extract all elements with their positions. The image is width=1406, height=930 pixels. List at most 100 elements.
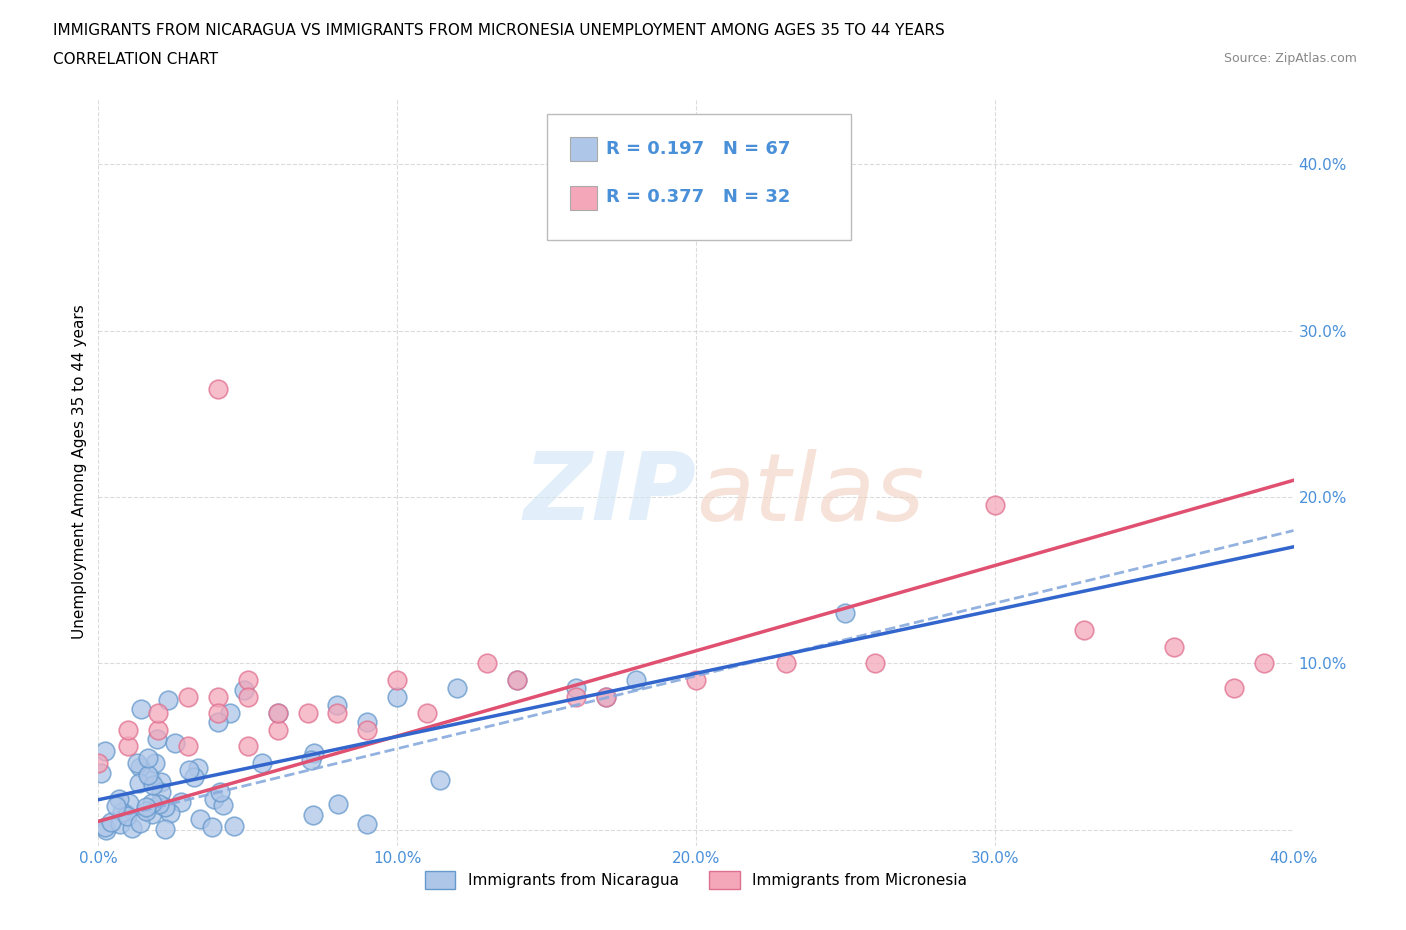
Point xyxy=(183,770,205,785)
Point xyxy=(94,822,117,837)
Point xyxy=(640,149,662,164)
Point xyxy=(148,706,170,721)
Point xyxy=(416,706,439,721)
Point xyxy=(834,606,856,621)
Point xyxy=(128,776,150,790)
Point xyxy=(201,819,224,834)
Point xyxy=(117,809,139,824)
Point xyxy=(224,818,246,833)
Point xyxy=(302,807,325,822)
Point xyxy=(865,656,887,671)
Point xyxy=(506,672,529,687)
Point xyxy=(156,693,179,708)
Point xyxy=(299,752,322,767)
Point xyxy=(202,791,225,806)
Point xyxy=(94,820,117,835)
Point xyxy=(267,706,290,721)
Point xyxy=(142,777,165,792)
Point xyxy=(1223,681,1246,696)
Point xyxy=(326,706,349,721)
FancyBboxPatch shape xyxy=(571,138,596,161)
Point xyxy=(136,768,159,783)
Point xyxy=(207,714,229,729)
Point xyxy=(87,756,110,771)
Point xyxy=(139,771,162,786)
Point xyxy=(211,798,233,813)
Text: R = 0.197   N = 67: R = 0.197 N = 67 xyxy=(606,140,790,157)
Point xyxy=(145,731,167,746)
Point xyxy=(207,381,229,396)
Point xyxy=(506,672,529,687)
Point xyxy=(117,723,139,737)
Point xyxy=(100,815,122,830)
Point xyxy=(118,796,141,811)
Point xyxy=(129,760,152,775)
Text: CORRELATION CHART: CORRELATION CHART xyxy=(53,52,218,67)
Point xyxy=(356,714,378,729)
Text: R = 0.377   N = 32: R = 0.377 N = 32 xyxy=(606,188,790,206)
Point xyxy=(135,800,157,815)
Text: atlas: atlas xyxy=(696,449,924,540)
Point xyxy=(90,766,112,781)
Point xyxy=(208,784,231,799)
Point xyxy=(127,756,149,771)
Point xyxy=(131,701,153,716)
Point xyxy=(1073,622,1095,637)
Point xyxy=(177,763,200,777)
Point xyxy=(177,739,200,754)
Point xyxy=(385,689,409,704)
Point xyxy=(267,723,290,737)
Point xyxy=(475,656,498,671)
Point xyxy=(149,785,172,800)
Text: ZIP: ZIP xyxy=(523,448,696,540)
Point xyxy=(565,689,588,704)
Point xyxy=(429,773,451,788)
Point xyxy=(236,689,259,704)
Point xyxy=(626,672,648,687)
Point xyxy=(302,746,325,761)
Point xyxy=(328,796,350,811)
Point xyxy=(356,723,378,737)
Point xyxy=(595,689,617,704)
Point xyxy=(775,656,797,671)
Text: IMMIGRANTS FROM NICARAGUA VS IMMIGRANTS FROM MICRONESIA UNEMPLOYMENT AMONG AGES : IMMIGRANTS FROM NICARAGUA VS IMMIGRANTS … xyxy=(53,23,945,38)
Point xyxy=(117,739,139,754)
Point xyxy=(446,681,468,696)
Point xyxy=(595,689,617,704)
Point xyxy=(218,706,240,721)
Point xyxy=(153,822,176,837)
Point xyxy=(108,791,131,806)
Point xyxy=(207,706,229,721)
Point xyxy=(1163,639,1185,654)
Point xyxy=(1253,656,1275,671)
Point xyxy=(135,804,157,818)
Y-axis label: Unemployment Among Ages 35 to 44 years: Unemployment Among Ages 35 to 44 years xyxy=(72,305,87,639)
Point xyxy=(128,816,150,830)
Point xyxy=(984,498,1007,512)
Point xyxy=(250,755,273,770)
Point xyxy=(685,672,707,687)
Point xyxy=(297,706,319,721)
Legend: Immigrants from Nicaragua, Immigrants from Micronesia: Immigrants from Nicaragua, Immigrants fr… xyxy=(419,865,973,895)
Point xyxy=(177,689,200,704)
Point xyxy=(207,689,229,704)
FancyBboxPatch shape xyxy=(547,114,852,240)
Point xyxy=(93,744,115,759)
Point xyxy=(153,800,176,815)
Point xyxy=(170,794,193,809)
Point xyxy=(188,811,211,826)
Point xyxy=(233,683,256,698)
Point xyxy=(565,681,588,696)
Point xyxy=(141,807,163,822)
Point xyxy=(356,817,378,831)
Point xyxy=(326,698,349,712)
Point xyxy=(121,820,143,835)
Point xyxy=(141,795,163,810)
Point xyxy=(148,797,170,812)
Point xyxy=(105,799,128,814)
FancyBboxPatch shape xyxy=(571,186,596,210)
Point xyxy=(159,806,181,821)
Point xyxy=(385,672,409,687)
Point xyxy=(267,706,290,721)
Point xyxy=(186,760,208,775)
